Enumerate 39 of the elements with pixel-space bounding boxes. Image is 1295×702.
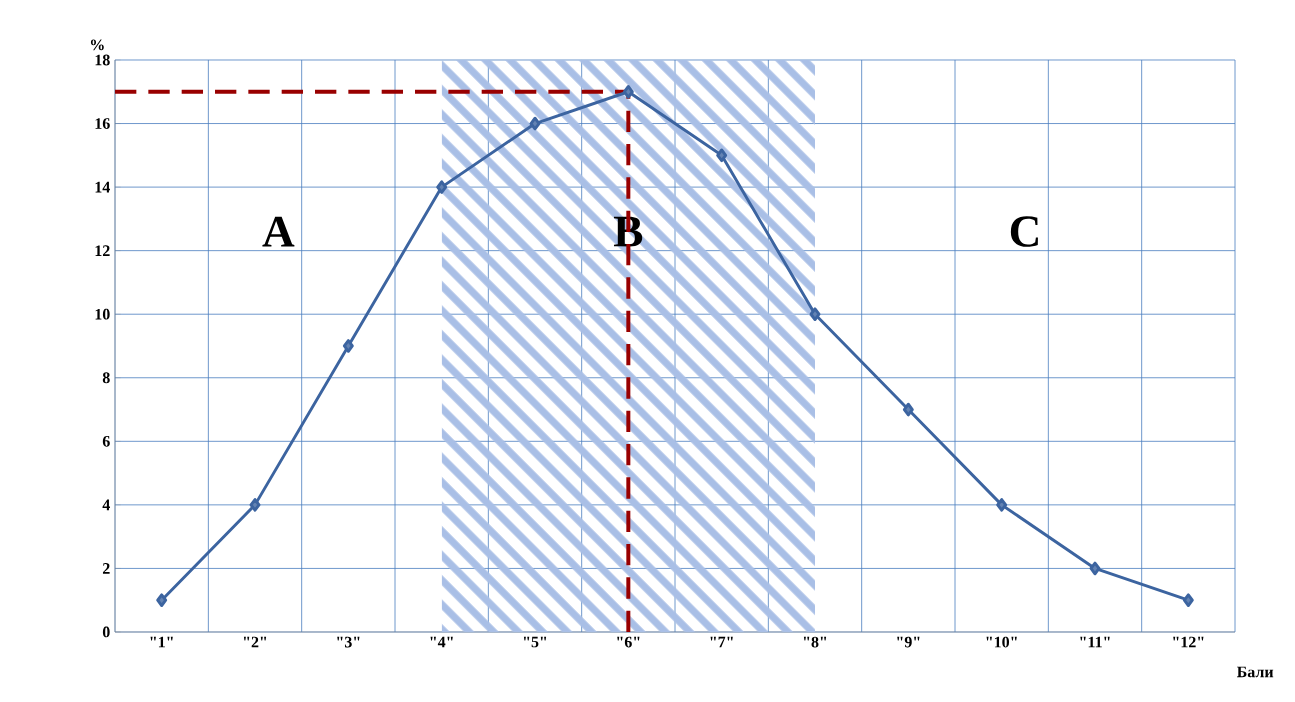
point xyxy=(809,307,821,322)
point xyxy=(1089,561,1101,576)
x-tick-label: "5" xyxy=(523,636,547,648)
x-tick-label: "7" xyxy=(710,636,733,648)
x-tick-label: "11" xyxy=(1080,636,1110,648)
x-tick-label: "3" xyxy=(337,636,360,648)
x-tick-label: "6" xyxy=(617,636,640,648)
x-tick-label: "4" xyxy=(430,636,453,648)
x-tick-label: "2" xyxy=(243,636,267,648)
y-axis-title: % xyxy=(90,39,104,51)
y-tick-label: 2 xyxy=(102,563,110,574)
y-tick-label: 6 xyxy=(102,435,110,447)
point xyxy=(156,593,168,608)
point xyxy=(249,498,261,512)
point xyxy=(622,84,634,99)
y-tick-label: 0 xyxy=(102,626,110,638)
x-tick-label: "9" xyxy=(897,636,920,648)
y-tick-label: 10 xyxy=(95,308,110,320)
x-tick-label: "1" xyxy=(150,636,173,648)
y-tick-label: 12 xyxy=(95,245,110,256)
point xyxy=(716,148,728,163)
band-label: B xyxy=(613,216,643,247)
point xyxy=(436,180,448,194)
point xyxy=(996,498,1008,512)
point xyxy=(342,339,354,353)
x-tick-label: "10" xyxy=(986,636,1017,648)
point xyxy=(902,402,914,417)
annotation: A xyxy=(262,216,295,247)
y-tick-label: 4 xyxy=(102,499,110,511)
y-tick-label: 8 xyxy=(102,372,110,384)
point xyxy=(529,116,541,131)
y-tick-label: 18 xyxy=(95,54,110,66)
point xyxy=(1182,593,1194,608)
x-axis-title: Бали xyxy=(1236,666,1274,678)
y-tick-label: 14 xyxy=(95,181,110,193)
y-tick-label: 16 xyxy=(95,118,110,129)
annotation: C xyxy=(1010,216,1038,247)
x-tick-label: "12" xyxy=(1173,636,1204,648)
x-tick-label: "8" xyxy=(803,636,827,648)
